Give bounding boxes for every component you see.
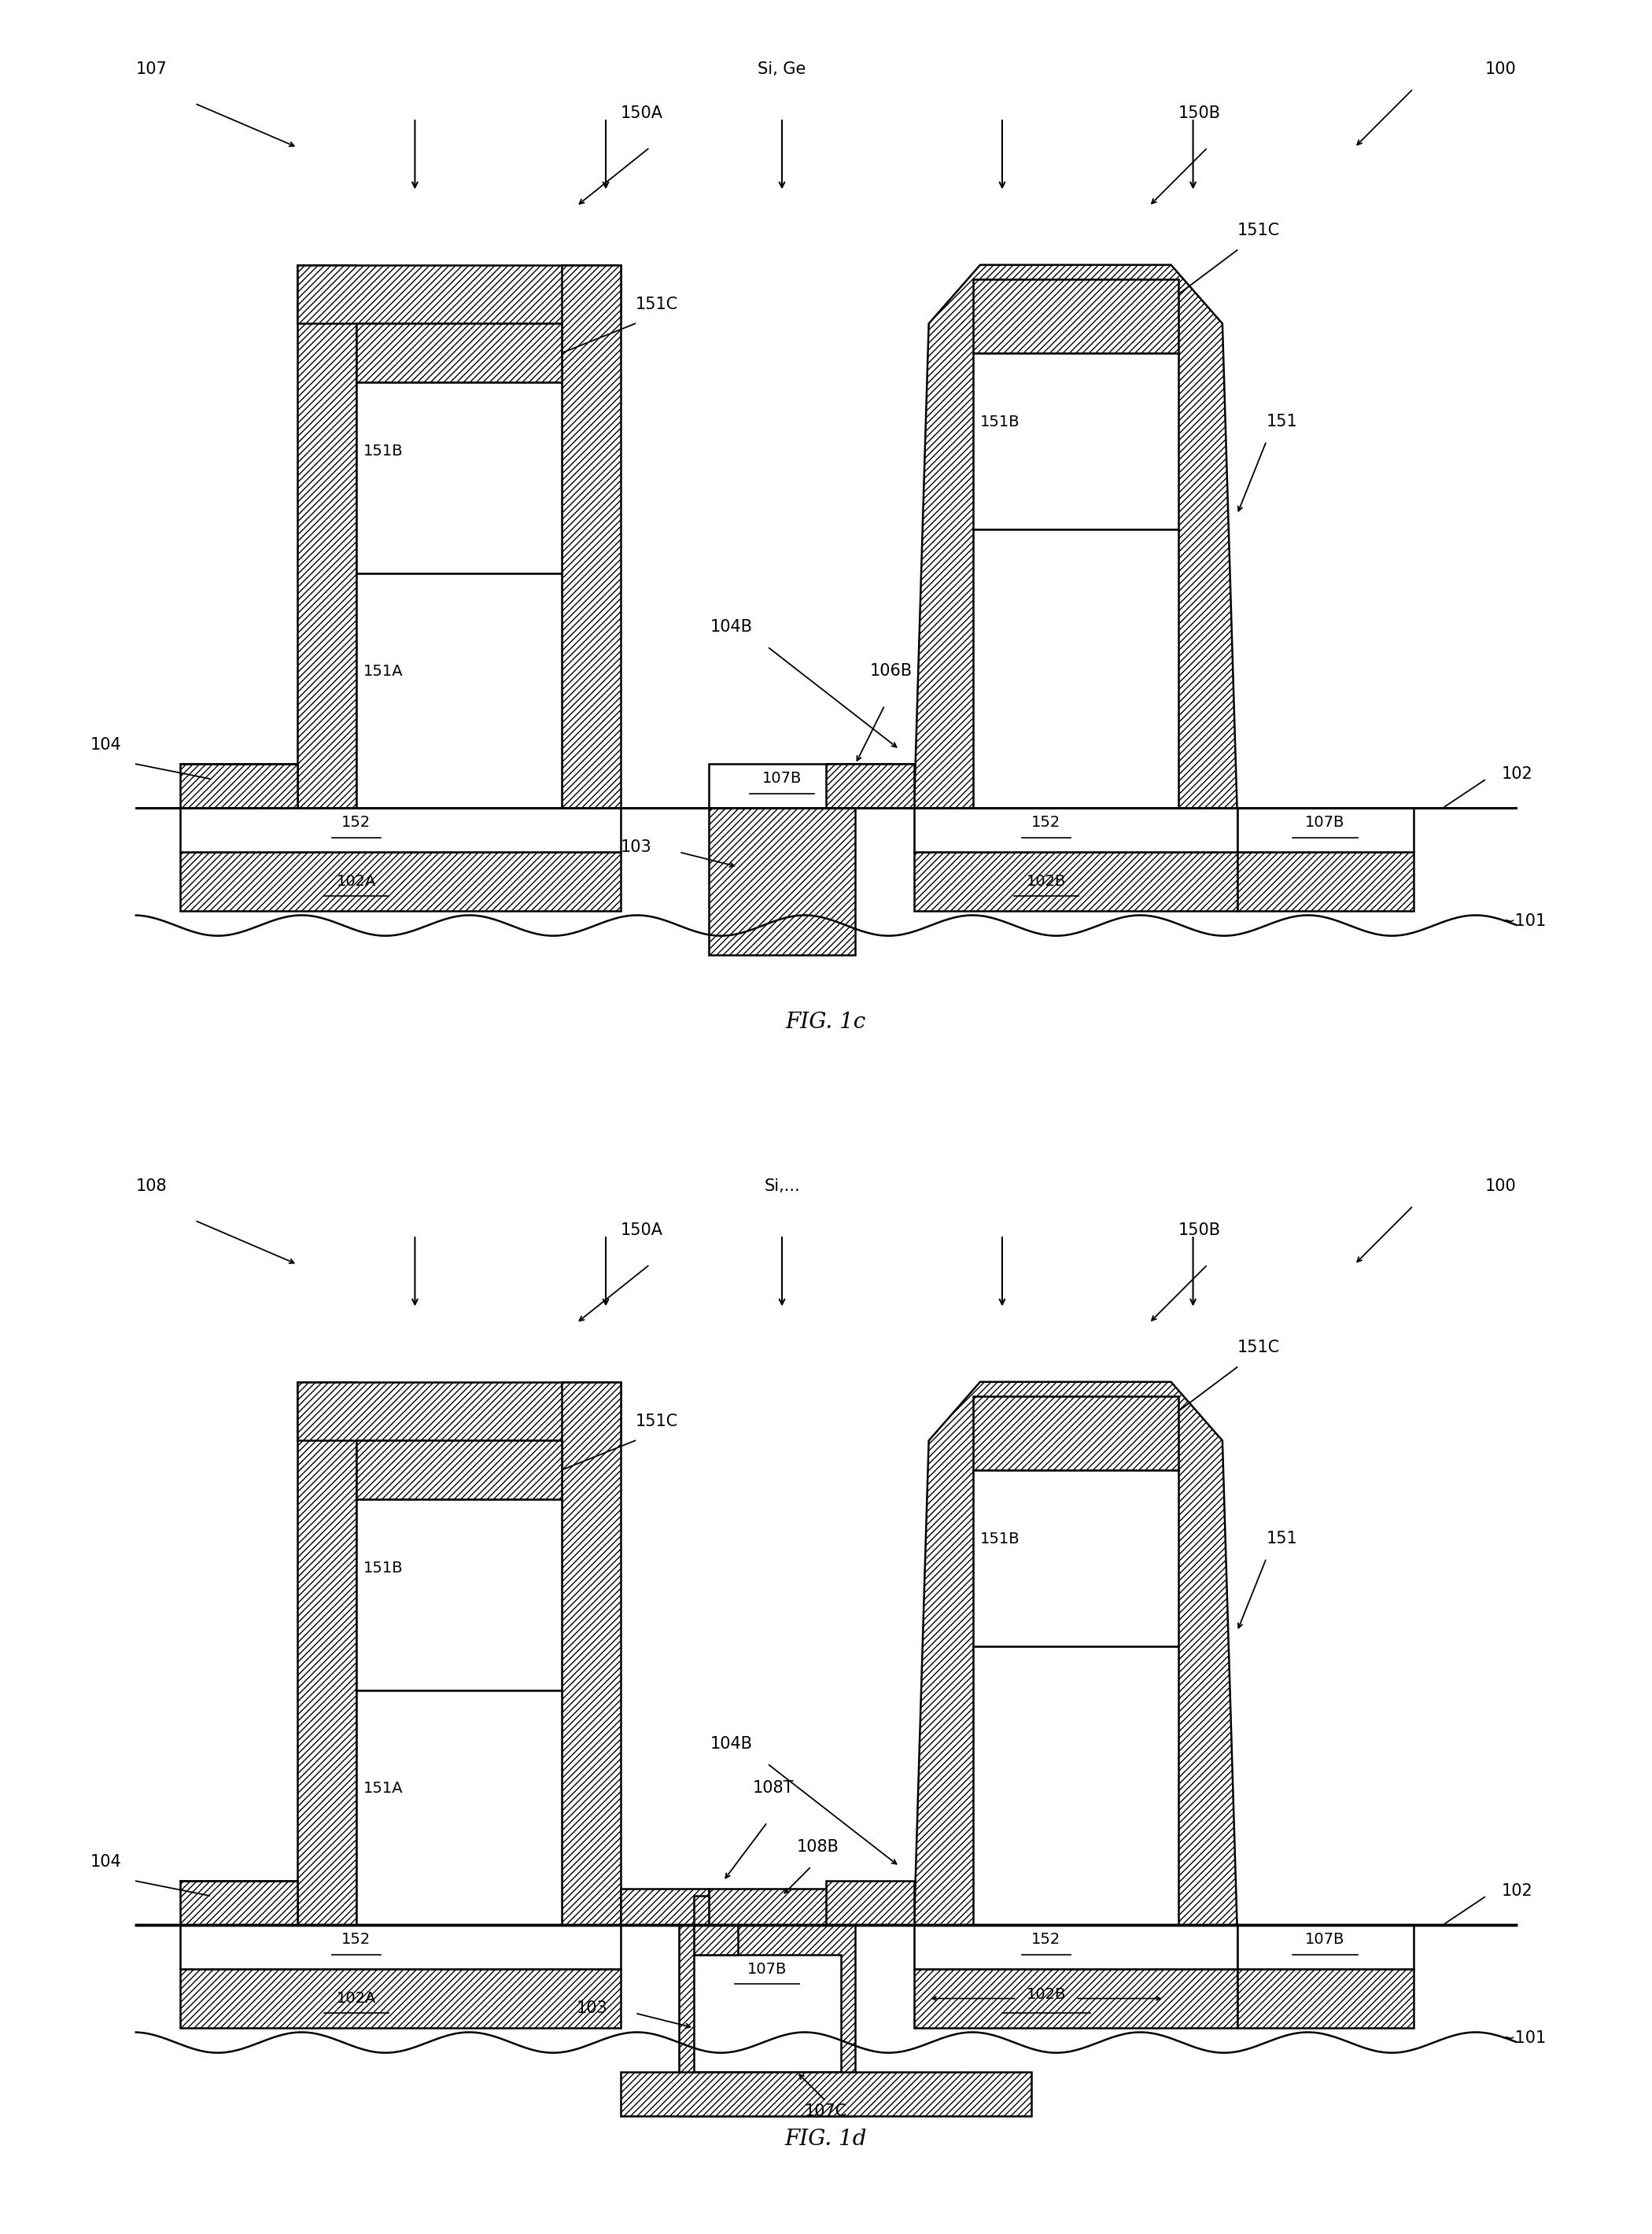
Bar (826, 764, 914, 809)
Bar (357, 382, 562, 574)
Text: 150B: 150B (1178, 1222, 1221, 1238)
Bar (694, 1955, 841, 2071)
Bar (357, 1691, 562, 1926)
Text: 108: 108 (135, 1180, 167, 1195)
Bar (1237, 1926, 1412, 1968)
Bar (357, 324, 562, 382)
Bar (914, 851, 1237, 911)
Bar (297, 266, 357, 809)
Text: 107: 107 (135, 63, 167, 78)
Text: 150A: 150A (621, 105, 662, 121)
Bar (973, 1470, 1178, 1646)
Bar (180, 1968, 621, 2028)
Text: 151B: 151B (980, 416, 1019, 429)
Text: 106B: 106B (871, 663, 912, 679)
Bar (357, 1499, 562, 1691)
Text: 150A: 150A (621, 1222, 662, 1238)
Bar (694, 1897, 738, 1955)
Text: 152: 152 (1031, 815, 1061, 831)
Bar (973, 1646, 1178, 1926)
Bar (1237, 851, 1412, 911)
Text: FIG. 1d: FIG. 1d (785, 2129, 867, 2149)
Text: 107B: 107B (762, 771, 801, 786)
Bar (180, 764, 297, 809)
Bar (709, 1888, 914, 1926)
Text: 151C: 151C (1237, 223, 1280, 239)
Text: 102B: 102B (1026, 873, 1066, 889)
Text: 151B: 151B (363, 1562, 403, 1575)
Text: 102: 102 (1502, 766, 1533, 782)
Text: 151B: 151B (980, 1533, 1019, 1546)
Text: 151C: 151C (634, 1414, 677, 1430)
Bar (826, 1881, 914, 1926)
Text: Si, Ge: Si, Ge (758, 63, 806, 78)
Text: 104: 104 (89, 737, 121, 753)
Text: 100: 100 (1485, 63, 1517, 78)
Bar (621, 2071, 1031, 2116)
Text: 102B: 102B (1026, 1986, 1066, 2002)
Text: 151C: 151C (634, 297, 677, 313)
Bar (914, 1968, 1237, 2028)
Bar (709, 809, 856, 954)
Text: 102: 102 (1502, 1883, 1533, 1899)
Text: 151: 151 (1267, 1530, 1298, 1546)
Bar (621, 1888, 709, 1926)
Bar (180, 1926, 621, 1968)
Bar (562, 266, 621, 809)
Bar (562, 1383, 621, 1926)
Bar (679, 1926, 856, 2116)
Text: 104B: 104B (710, 619, 753, 634)
Text: Si,...: Si,... (763, 1180, 800, 1195)
Bar (914, 1926, 1237, 1968)
Bar (357, 574, 562, 809)
Text: 152: 152 (1031, 1932, 1061, 1948)
Text: 107B: 107B (1305, 1932, 1345, 1948)
Text: 108B: 108B (796, 1839, 839, 1854)
Bar (1237, 1968, 1412, 2028)
Text: 151: 151 (1267, 413, 1298, 429)
Bar (180, 1881, 297, 1926)
Text: 103: 103 (577, 2002, 608, 2017)
Text: 151A: 151A (363, 1780, 403, 1796)
Text: 102A: 102A (337, 1990, 377, 2006)
Text: 150B: 150B (1178, 105, 1221, 121)
Text: 104B: 104B (710, 1736, 753, 1751)
Text: 151A: 151A (363, 663, 403, 679)
Text: 100: 100 (1485, 1180, 1517, 1195)
Text: 104: 104 (89, 1854, 121, 1870)
Text: ~101: ~101 (1502, 2031, 1546, 2046)
Bar (914, 809, 1237, 851)
Bar (973, 1396, 1178, 1470)
Bar (180, 809, 621, 851)
Bar (973, 353, 1178, 529)
Text: 103: 103 (621, 840, 653, 856)
Text: 102A: 102A (337, 873, 377, 889)
Polygon shape (914, 1383, 1237, 1926)
Text: FIG. 1c: FIG. 1c (786, 1012, 866, 1032)
Bar (297, 1383, 357, 1926)
Bar (357, 1441, 562, 1499)
Text: 107C: 107C (805, 2104, 847, 2120)
Text: 151B: 151B (363, 445, 403, 458)
Text: 151C: 151C (1237, 1340, 1280, 1356)
Bar (180, 851, 621, 911)
Text: 107B: 107B (747, 1961, 786, 1977)
Text: 107B: 107B (1305, 815, 1345, 831)
Polygon shape (914, 266, 1237, 809)
Bar (709, 764, 856, 809)
Text: 152: 152 (342, 1932, 370, 1948)
Text: 152: 152 (342, 815, 370, 831)
Bar (297, 1383, 621, 1441)
Bar (297, 266, 621, 324)
Bar (826, 764, 914, 809)
Bar (973, 529, 1178, 809)
Bar (1237, 809, 1412, 851)
Text: ~101: ~101 (1502, 914, 1546, 929)
Text: 108T: 108T (753, 1780, 795, 1796)
Bar (973, 279, 1178, 353)
